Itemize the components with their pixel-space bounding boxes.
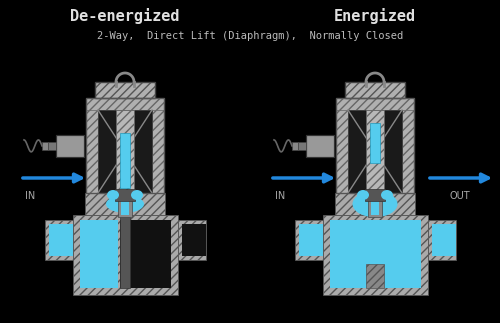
Bar xyxy=(330,220,420,288)
Ellipse shape xyxy=(381,190,393,200)
Bar xyxy=(117,191,133,195)
Text: 2-Way,  Direct Lift (Diaphragm),  Normally Closed: 2-Way, Direct Lift (Diaphragm), Normally… xyxy=(97,31,403,41)
Bar xyxy=(72,215,178,295)
Text: De-energized: De-energized xyxy=(70,8,180,24)
Bar xyxy=(367,191,383,195)
Bar xyxy=(306,135,334,157)
Bar xyxy=(371,193,379,215)
Bar xyxy=(428,220,456,260)
Bar xyxy=(48,142,56,150)
Bar xyxy=(306,135,334,157)
Text: Energized: Energized xyxy=(334,8,416,24)
Bar xyxy=(120,220,170,288)
Bar xyxy=(368,191,382,217)
Bar xyxy=(366,264,384,288)
Bar xyxy=(86,98,98,193)
Bar xyxy=(95,82,155,98)
Bar xyxy=(98,110,152,193)
Bar xyxy=(370,123,380,163)
Bar xyxy=(402,98,414,193)
Bar xyxy=(120,133,130,188)
Bar xyxy=(345,82,405,98)
Bar xyxy=(42,142,48,150)
Bar xyxy=(336,98,348,193)
Ellipse shape xyxy=(352,191,398,217)
Bar xyxy=(298,142,306,150)
Bar xyxy=(56,135,84,157)
Ellipse shape xyxy=(131,190,143,200)
Bar xyxy=(115,189,135,201)
Bar xyxy=(336,98,414,193)
Text: OUT: OUT xyxy=(450,191,470,201)
Bar xyxy=(118,191,132,217)
Text: IN: IN xyxy=(25,191,35,201)
Bar xyxy=(152,98,164,193)
Bar xyxy=(80,220,118,288)
Bar xyxy=(298,224,322,256)
Bar xyxy=(86,98,164,110)
Bar xyxy=(116,110,134,193)
Bar xyxy=(348,110,402,193)
Bar xyxy=(336,98,414,110)
Bar xyxy=(432,224,456,256)
Bar xyxy=(95,82,155,98)
Bar xyxy=(85,193,165,215)
Bar xyxy=(120,208,130,288)
Ellipse shape xyxy=(357,190,369,200)
Bar xyxy=(86,98,164,193)
Ellipse shape xyxy=(106,195,144,213)
Bar xyxy=(178,220,206,260)
Bar xyxy=(56,135,84,157)
Bar xyxy=(121,193,129,215)
Bar xyxy=(335,193,415,215)
Bar xyxy=(292,142,298,150)
Bar xyxy=(371,220,379,264)
Bar xyxy=(322,215,428,295)
Bar xyxy=(365,189,385,201)
Bar xyxy=(44,220,72,260)
Bar xyxy=(48,224,72,256)
Ellipse shape xyxy=(107,190,119,200)
Bar xyxy=(345,82,405,98)
Text: IN: IN xyxy=(275,191,285,201)
Bar xyxy=(182,224,206,256)
Bar xyxy=(294,220,322,260)
Bar xyxy=(366,110,384,193)
